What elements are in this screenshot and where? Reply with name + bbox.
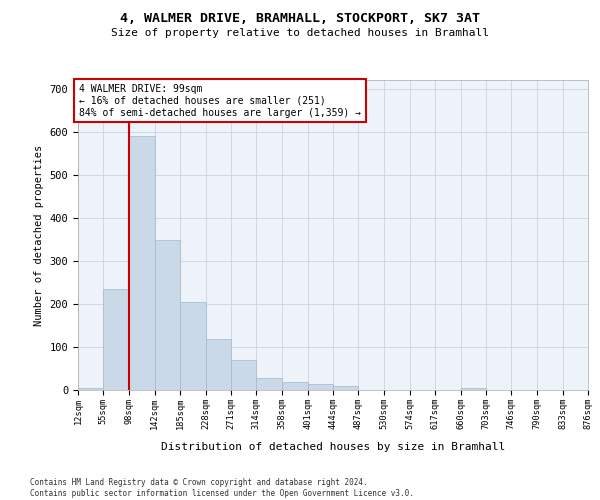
Bar [180, 302, 205, 390]
Text: Size of property relative to detached houses in Bramhall: Size of property relative to detached ho… [111, 28, 489, 38]
Bar [129, 136, 155, 390]
Bar [333, 386, 358, 390]
Bar [78, 388, 103, 390]
Y-axis label: Number of detached properties: Number of detached properties [34, 144, 44, 326]
Text: 4, WALMER DRIVE, BRAMHALL, STOCKPORT, SK7 3AT: 4, WALMER DRIVE, BRAMHALL, STOCKPORT, SK… [120, 12, 480, 26]
Bar [256, 378, 282, 390]
Text: Contains HM Land Registry data © Crown copyright and database right 2024.
Contai: Contains HM Land Registry data © Crown c… [30, 478, 414, 498]
Bar [461, 388, 486, 390]
Bar [308, 384, 333, 390]
Bar [103, 289, 129, 390]
Bar [205, 339, 231, 390]
Bar [282, 382, 308, 390]
Bar [231, 360, 256, 390]
Bar [155, 240, 180, 390]
Text: 4 WALMER DRIVE: 99sqm
← 16% of detached houses are smaller (251)
84% of semi-det: 4 WALMER DRIVE: 99sqm ← 16% of detached … [79, 84, 361, 117]
Text: Distribution of detached houses by size in Bramhall: Distribution of detached houses by size … [161, 442, 505, 452]
